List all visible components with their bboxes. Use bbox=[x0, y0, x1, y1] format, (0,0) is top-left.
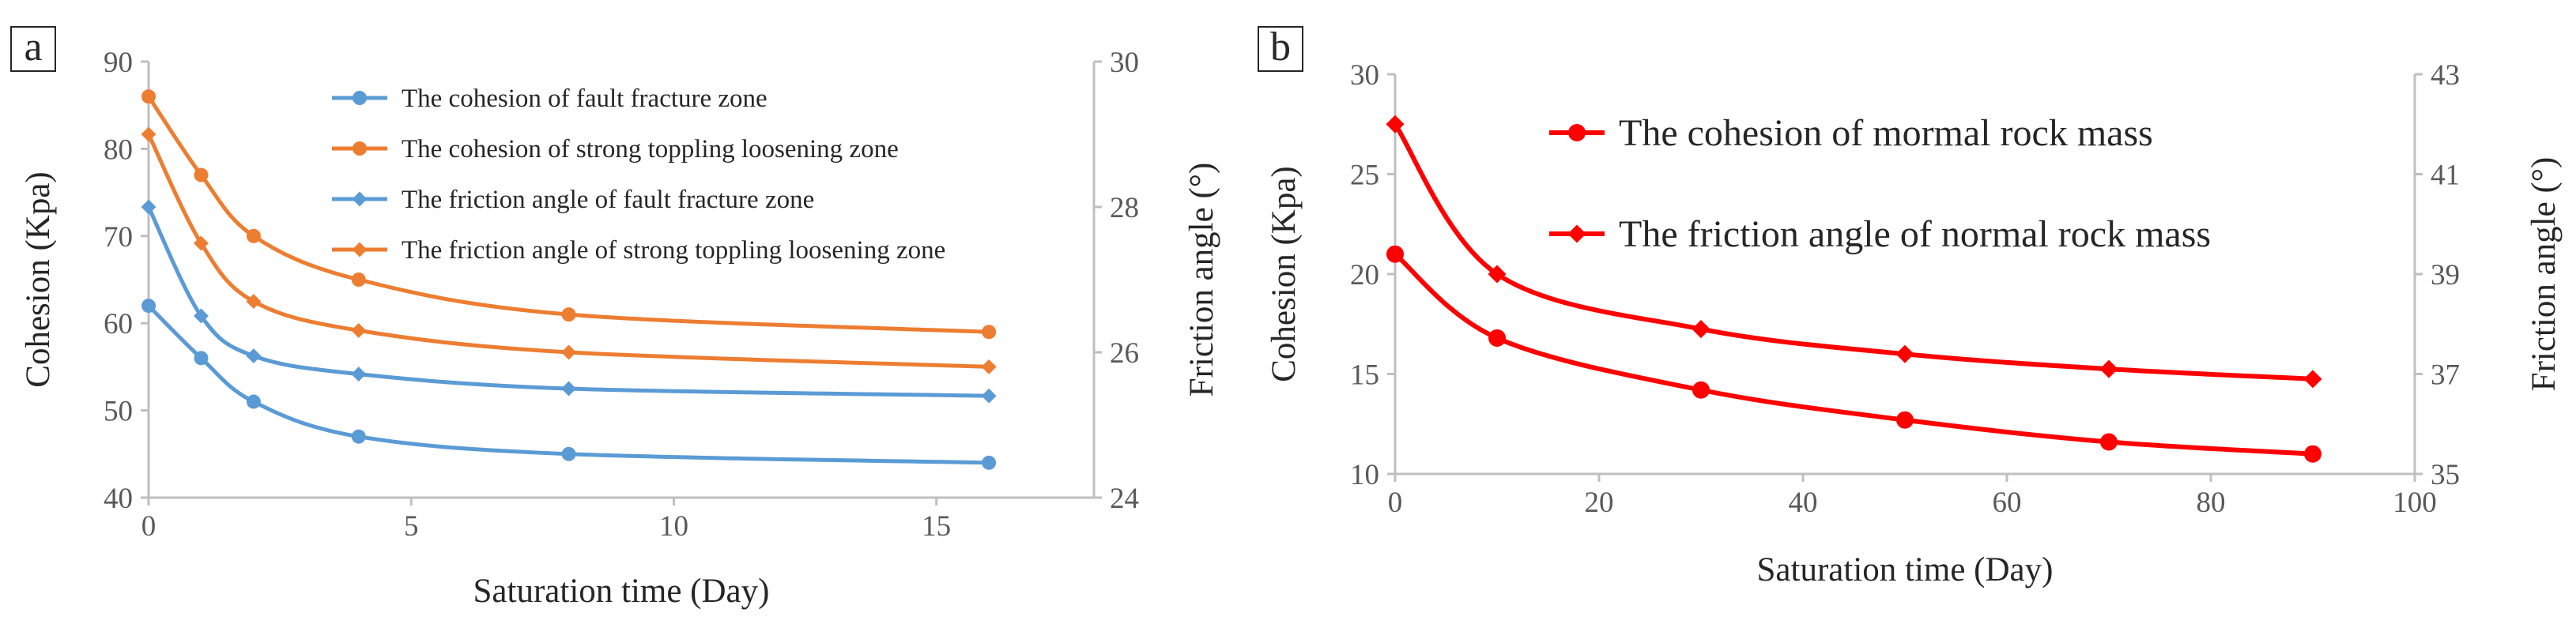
x-axis-title: Saturation time (Day) bbox=[1757, 551, 2054, 588]
y-tick-label: 10 bbox=[1350, 459, 1379, 491]
data-point bbox=[2304, 445, 2321, 463]
y2-tick-label: 41 bbox=[2431, 160, 2460, 192]
data-point bbox=[561, 381, 577, 397]
chart-panel-a: 0 5 10 15 40 50 60 70 80 90 24 26 28 30 Saturation tim… bbox=[10, 24, 1220, 610]
y2-tick-label: 28 bbox=[1110, 192, 1139, 224]
panel-label: a bbox=[24, 24, 42, 70]
data-point bbox=[193, 235, 209, 251]
legend-marker bbox=[352, 191, 368, 207]
chart-panel-b: 0 20 40 60 80 100 10 15 20 25 30 35 37 39 41 43 Saturati… bbox=[1258, 24, 2563, 588]
x-tick-label: 20 bbox=[1585, 487, 1614, 519]
data-point bbox=[141, 126, 157, 142]
y2-tick-label: 26 bbox=[1110, 337, 1139, 370]
data-point bbox=[246, 394, 261, 409]
y2-tick-label: 30 bbox=[1110, 47, 1139, 79]
panel-label-box bbox=[1258, 26, 1303, 72]
data-point bbox=[141, 89, 156, 104]
data-point bbox=[1386, 245, 1404, 263]
panel-label: b bbox=[1270, 24, 1291, 70]
y-tick-label: 70 bbox=[104, 221, 133, 254]
data-point bbox=[246, 228, 261, 243]
x-tick-label: 15 bbox=[922, 510, 951, 543]
series-line bbox=[1393, 122, 2314, 382]
x-tick-label: 0 bbox=[1388, 487, 1403, 519]
legend-label: The cohesion of strong toppling loosenin… bbox=[402, 135, 899, 164]
panel-label-box bbox=[10, 26, 56, 72]
legend-label: The friction angle of normal rock mass bbox=[1619, 213, 2211, 255]
data-point bbox=[1488, 265, 1507, 284]
y2-tick-label: 39 bbox=[2431, 259, 2460, 291]
y-axis-title: Cohesion (Kpa) bbox=[1265, 166, 1303, 382]
data-point bbox=[246, 348, 262, 364]
data-point bbox=[561, 307, 576, 322]
data-point bbox=[1488, 329, 1506, 347]
y-tick-label: 90 bbox=[104, 47, 133, 79]
data-point bbox=[2303, 370, 2322, 389]
data-point bbox=[141, 199, 157, 215]
y-tick-label: 50 bbox=[104, 396, 133, 428]
data-point bbox=[246, 294, 262, 310]
data-point bbox=[982, 325, 997, 340]
y2-axis-title: Friction angle (°) bbox=[2525, 157, 2563, 392]
y2-tick-label: 24 bbox=[1110, 483, 1139, 515]
data-point bbox=[2099, 359, 2118, 378]
legend-marker bbox=[1567, 224, 1586, 243]
data-point bbox=[1895, 344, 1914, 363]
data-point bbox=[194, 351, 209, 366]
data-point bbox=[981, 359, 997, 374]
legend-label: The friction angle of fault fracture zon… bbox=[402, 186, 814, 214]
data-point bbox=[194, 167, 209, 182]
series-line bbox=[146, 95, 990, 334]
x-tick-label: 80 bbox=[2197, 487, 2226, 519]
legend-marker bbox=[352, 242, 368, 257]
data-point bbox=[1896, 411, 1914, 429]
series-line bbox=[1394, 252, 2314, 457]
y-axis-title: Cohesion (Kpa) bbox=[20, 171, 57, 387]
data-point bbox=[1386, 115, 1405, 133]
x-axis-title: Saturation time (Day) bbox=[473, 573, 770, 610]
y2-axis-title: Friction angle (°) bbox=[1183, 163, 1220, 397]
data-point bbox=[141, 299, 156, 314]
x-tick-label: 0 bbox=[141, 510, 157, 543]
data-point bbox=[982, 455, 997, 470]
data-point bbox=[351, 273, 366, 287]
data-point bbox=[351, 322, 367, 338]
x-tick-label: 40 bbox=[1789, 487, 1818, 519]
x-tick-label: 60 bbox=[1993, 487, 2022, 519]
y-tick-label: 30 bbox=[1350, 59, 1379, 92]
data-point bbox=[1692, 320, 1710, 339]
legend-marker bbox=[353, 141, 367, 156]
data-point bbox=[193, 308, 209, 324]
y2-tick-label: 37 bbox=[2431, 359, 2460, 392]
data-point bbox=[1692, 381, 1710, 399]
data-point bbox=[561, 344, 577, 360]
data-point bbox=[351, 367, 367, 382]
data-point bbox=[981, 388, 997, 404]
y-tick-label: 25 bbox=[1350, 160, 1379, 192]
y-tick-label: 60 bbox=[104, 308, 133, 340]
legend-label: The cohesion of mormal rock mass bbox=[1619, 112, 2153, 154]
y-tick-label: 40 bbox=[104, 483, 133, 515]
legend-marker bbox=[353, 91, 367, 105]
y-tick-label: 15 bbox=[1350, 359, 1379, 392]
y2-tick-label: 35 bbox=[2431, 459, 2460, 491]
legend-marker bbox=[1568, 124, 1586, 141]
x-tick-label: 10 bbox=[659, 510, 688, 543]
y2-tick-label: 43 bbox=[2431, 59, 2460, 92]
x-tick-label: 5 bbox=[404, 510, 419, 543]
data-point bbox=[561, 446, 576, 461]
x-tick-label: 100 bbox=[2393, 487, 2437, 519]
y-tick-label: 80 bbox=[104, 133, 133, 166]
legend-label: The cohesion of fault fracture zone bbox=[402, 85, 768, 113]
series-line bbox=[146, 205, 990, 398]
data-point bbox=[351, 429, 366, 444]
data-point bbox=[2100, 433, 2118, 451]
y-tick-label: 20 bbox=[1350, 259, 1379, 291]
legend-label: The friction angle of strong toppling lo… bbox=[402, 236, 945, 265]
